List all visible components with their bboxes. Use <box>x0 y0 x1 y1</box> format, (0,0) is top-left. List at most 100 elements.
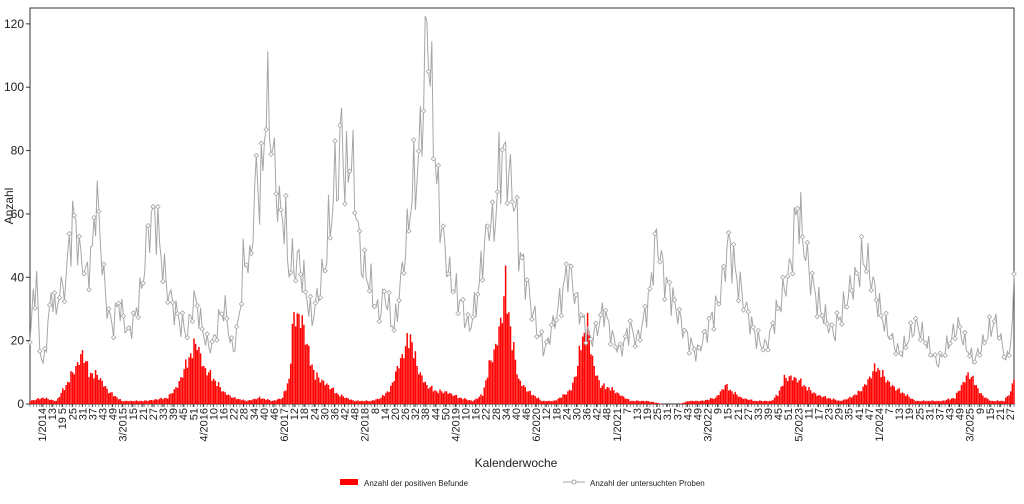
bar-positive <box>626 399 627 404</box>
bar-positive <box>449 393 450 404</box>
bar-positive <box>712 398 713 404</box>
bar-positive <box>52 400 53 404</box>
bar-positive <box>994 401 995 404</box>
bar-positive <box>816 396 817 404</box>
bar-positive <box>966 375 967 404</box>
bar-positive <box>406 333 407 404</box>
bar-positive <box>372 400 373 404</box>
y-tick-label: 40 <box>11 270 25 284</box>
bar-positive <box>885 382 886 404</box>
bar-positive <box>34 400 35 404</box>
bar-positive <box>264 399 265 404</box>
bar-positive <box>139 401 140 404</box>
bar-positive <box>728 391 729 404</box>
bar-positive <box>216 386 217 404</box>
bar-positive <box>621 396 622 404</box>
bar-positive <box>493 349 494 404</box>
bar-positive <box>917 401 918 404</box>
bar-positive <box>182 378 183 404</box>
bar-positive <box>977 388 978 404</box>
bar-positive <box>600 388 601 404</box>
bar-positive <box>503 296 504 404</box>
bar-positive <box>1002 401 1003 404</box>
bar-positive <box>211 381 212 404</box>
bar-positive <box>47 399 48 404</box>
bar-positive <box>807 391 808 404</box>
bar-positive <box>402 354 403 404</box>
bar-positive <box>408 348 409 404</box>
bar-positive <box>205 368 206 404</box>
bar-positive <box>725 385 726 404</box>
bar-positive <box>292 324 293 404</box>
bar-positive <box>239 399 240 404</box>
bar-positive <box>298 314 299 404</box>
bar-positive <box>297 313 298 404</box>
bar-positive <box>329 389 330 404</box>
bar-positive <box>577 366 578 404</box>
bar-positive <box>843 400 844 404</box>
bar-positive <box>315 380 316 404</box>
bar-positive <box>77 362 78 404</box>
bar-positive <box>557 399 558 404</box>
legend-marker-samples <box>572 480 576 484</box>
bar-positive <box>853 396 854 404</box>
bar-positive <box>800 378 801 404</box>
bar-positive <box>242 399 243 404</box>
bar-positive <box>188 357 189 404</box>
bar-positive <box>767 401 768 404</box>
bar-positive <box>149 400 150 404</box>
bar-positive <box>1013 380 1014 404</box>
bar-positive <box>743 399 744 404</box>
bar-positive <box>256 399 257 404</box>
bar-positive <box>802 386 803 404</box>
bar-positive <box>147 401 148 404</box>
bar-positive <box>992 401 993 404</box>
bar-positive <box>925 401 926 404</box>
bar-positive <box>213 379 214 404</box>
bar-positive <box>384 396 385 404</box>
bar-positive <box>769 401 770 404</box>
bar-positive <box>997 400 998 404</box>
bar-positive <box>826 399 827 404</box>
bar-positive <box>749 400 750 404</box>
bar-positive <box>234 397 235 404</box>
bar-positive <box>889 382 890 404</box>
bar-positive <box>928 401 929 404</box>
bar-positive <box>602 386 603 404</box>
bar-positive <box>433 391 434 404</box>
bar-positive <box>830 398 831 404</box>
bar-positive <box>306 344 307 404</box>
bar-positive <box>208 372 209 404</box>
bar-positive <box>967 372 968 404</box>
bar-positive <box>731 391 732 404</box>
bar-positive <box>351 400 352 404</box>
bar-positive <box>226 395 227 404</box>
bar-positive <box>123 401 124 404</box>
bar-positive <box>936 401 937 404</box>
bar-positive <box>623 397 624 404</box>
bar-positive <box>62 388 63 404</box>
bar-positive <box>748 400 749 404</box>
bar-positive <box>880 377 881 404</box>
bar-positive <box>67 382 68 404</box>
bar-positive <box>972 376 973 404</box>
bar-positive <box>898 388 899 404</box>
bar-positive <box>97 375 98 404</box>
bar-positive <box>646 401 647 404</box>
bar-positive <box>492 362 493 404</box>
bar-positive <box>815 393 816 404</box>
bar-positive <box>151 400 152 404</box>
bar-positive <box>385 393 386 404</box>
bar-positive <box>689 401 690 404</box>
bar-positive <box>821 397 822 404</box>
bar-positive <box>192 358 193 404</box>
bar-positive <box>610 391 611 404</box>
bar-positive <box>695 401 696 404</box>
bar-positive <box>51 400 52 404</box>
bar-positive <box>354 401 355 404</box>
bar-positive <box>785 378 786 404</box>
bar-positive <box>700 401 701 404</box>
bar-positive <box>231 398 232 404</box>
bar-positive <box>382 395 383 404</box>
bar-positive <box>138 401 139 404</box>
